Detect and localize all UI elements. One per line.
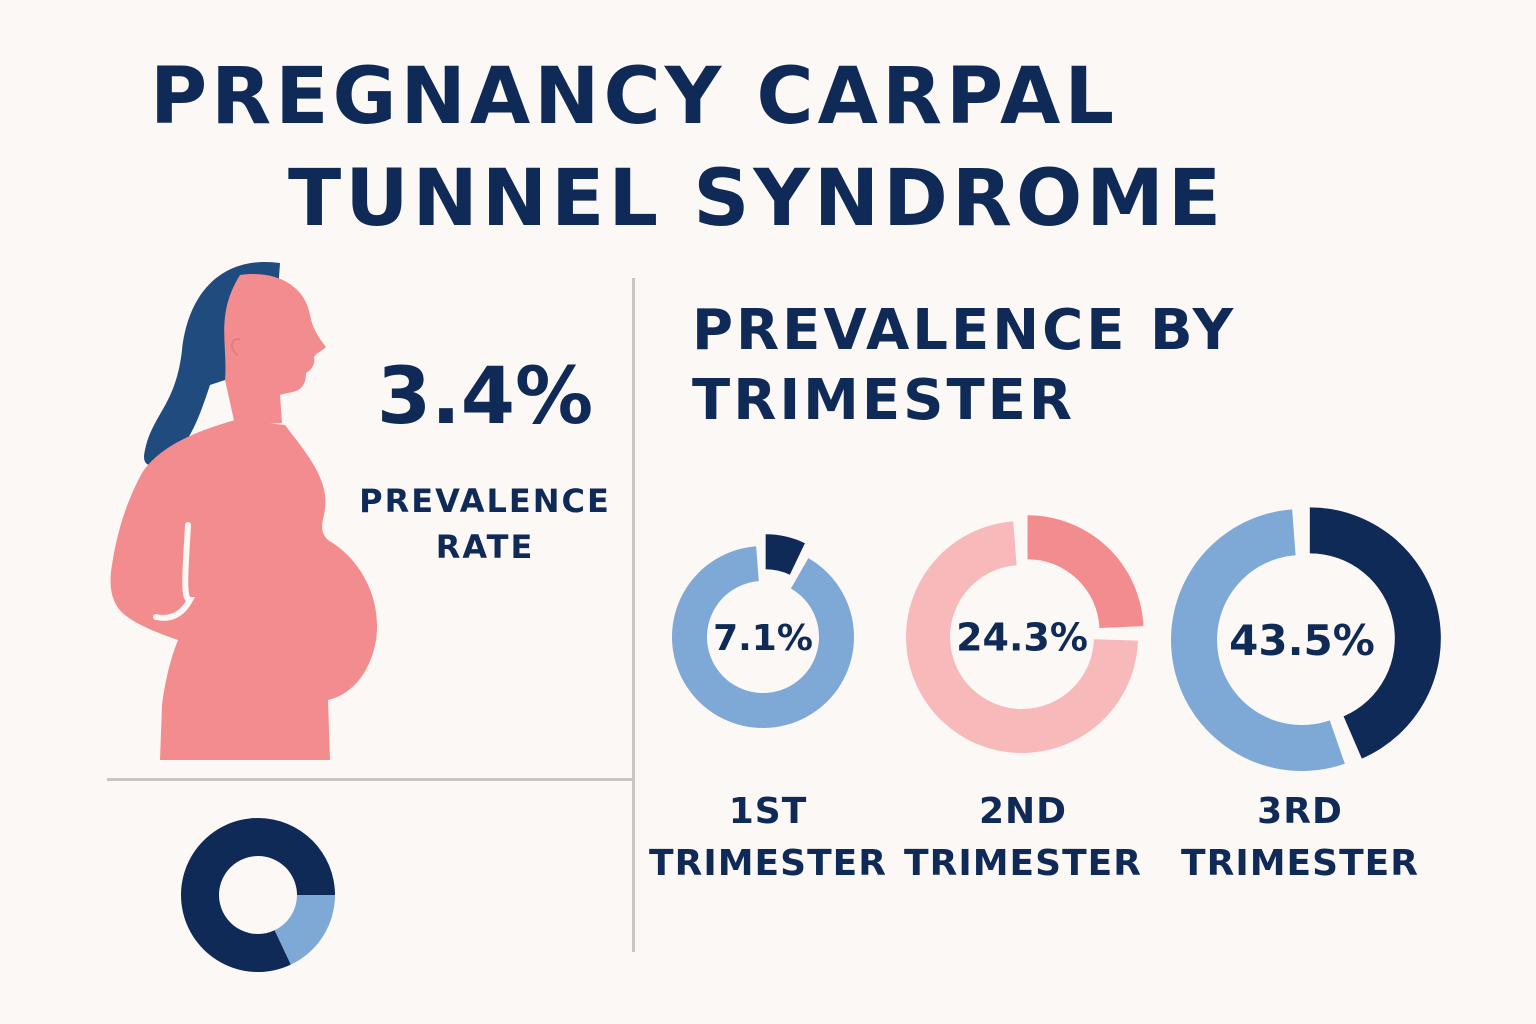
vertical-divider (632, 278, 635, 952)
trimester-label-3-line-1: 3RD (1257, 791, 1343, 832)
donut-1-remainder (672, 546, 854, 728)
section-heading: PREVALENCE BY TRIMESTER (692, 296, 1292, 436)
arm-crease (153, 522, 195, 621)
donut-3-remainder (1171, 509, 1345, 772)
section-heading-line-2: TRIMESTER (692, 368, 1076, 433)
head-shape (224, 274, 326, 425)
trimester-label-3-line-2: TRIMESTER (1181, 843, 1419, 884)
trimester-label-1-line-2: TRIMESTER (649, 843, 887, 884)
trimester-label-2-line-1: 2ND (978, 791, 1068, 832)
overall-prevalence-label-line-1: PREVALENCE (359, 482, 611, 520)
donut-1-value-label: 7.1% (713, 618, 813, 659)
overall-prevalence-label: PREVALENCE RATE (340, 478, 630, 570)
trimester-label-2: 2ND TRIMESTER (893, 786, 1153, 890)
donut-2-remainder (905, 521, 1138, 754)
small-donut-slice-1 (258, 818, 335, 895)
donut-3-slice (1309, 507, 1441, 759)
ear-shape (231, 338, 241, 356)
small-donut-slice-2 (274, 895, 335, 965)
pregnant-woman-illustration (110, 261, 378, 760)
section-heading-line-1: PREVALENCE BY (692, 298, 1237, 363)
trimester-label-3: 3RD TRIMESTER (1170, 786, 1430, 890)
small-donut-slice-3 (180, 818, 291, 973)
trimester-label-1-line-1: 1ST (728, 791, 808, 832)
body-shape (110, 420, 378, 760)
donut-1-slice (765, 534, 805, 575)
donut-2-slice (1027, 515, 1144, 629)
trimester-label-2-line-2: TRIMESTER (904, 843, 1142, 884)
page-title-line-1: PREGNANCY CARPAL (150, 52, 1119, 142)
trimester-label-1: 1ST TRIMESTER (638, 786, 898, 890)
donut-2-value-label: 24.3% (956, 616, 1088, 660)
page-title-line-2: TUNNEL SYNDROME (288, 154, 1226, 244)
donut-3-value-label: 43.5% (1229, 616, 1375, 665)
horizontal-divider (107, 778, 634, 781)
overall-prevalence-value: 3.4% (376, 352, 594, 442)
overall-prevalence-label-line-2: RATE (435, 528, 535, 566)
